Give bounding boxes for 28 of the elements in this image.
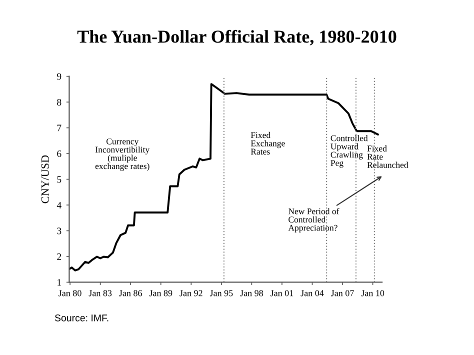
x-tick-label: Jan 98: [240, 290, 264, 296]
source-note: Source: IMF.: [54, 314, 108, 322]
y-tick-label: 6: [57, 150, 62, 158]
x-tick-label: Jan 95: [210, 290, 233, 296]
y-tick-label: 4: [56, 202, 62, 208]
annotation: Currency Inconvertibility (muliple exchange rates): [95, 138, 150, 171]
annotation: New Period of Controlled Appreciation?: [288, 208, 340, 233]
y-tick-label: 7: [57, 124, 62, 132]
y-tick-label: 5: [57, 176, 62, 183]
chart-title: The Yuan-Dollar Official Rate, 1980-2010: [77, 30, 396, 46]
y-tick-label: 2: [57, 253, 62, 260]
x-tick-label: Jan 89: [149, 290, 172, 296]
x-tick-label: Jan 01: [270, 290, 294, 296]
x-tick-label: Jan 04: [300, 290, 324, 296]
y-tick-label: 9: [57, 73, 62, 80]
y-tick-label: 1: [58, 279, 61, 286]
annotation: Controlled Upward Crawling Peg: [330, 135, 368, 168]
x-tick-label: Jan 80: [58, 290, 82, 296]
y-tick-label: 8: [57, 98, 62, 106]
annotation: Fixed Rate Relaunched: [367, 145, 408, 168]
x-tick-label: Jan 83: [88, 290, 112, 296]
x-tick-label: Jan 10: [361, 290, 384, 296]
x-tick-label: Jan 92: [180, 290, 202, 296]
annotation: Fixed Exchange Rates: [250, 132, 285, 155]
y-tick-label: 3: [57, 228, 62, 234]
x-tick-label: Jan 07: [331, 290, 354, 296]
y-axis-title: CNY/USD: [41, 155, 49, 204]
x-tick-label: Jan 86: [119, 290, 142, 296]
